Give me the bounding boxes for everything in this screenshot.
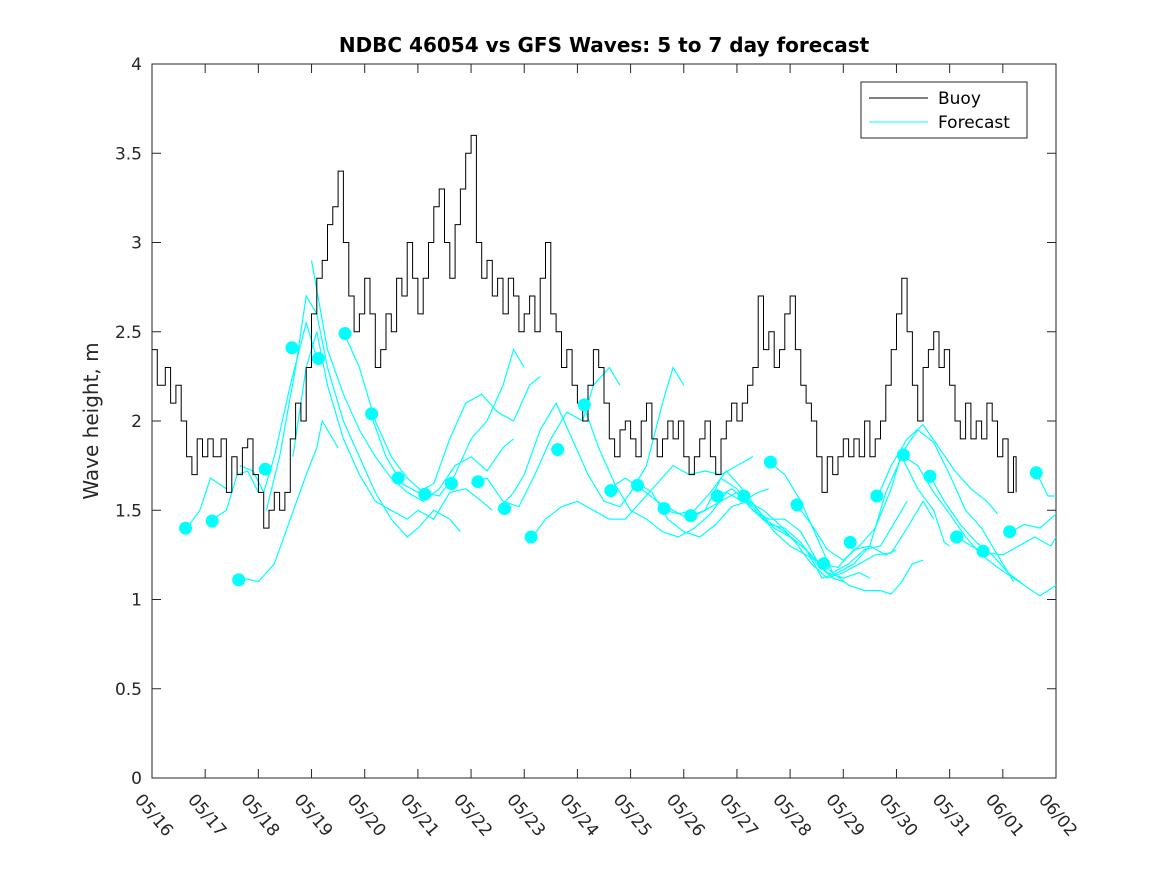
legend-buoy-label: Buoy	[938, 89, 981, 109]
y-tick-label: 1	[131, 591, 142, 611]
forecast-line	[904, 456, 1025, 586]
forecast-line	[665, 470, 897, 569]
forecast-marker	[1029, 466, 1043, 480]
forecast-marker	[471, 475, 485, 489]
forecast-marker	[604, 484, 618, 498]
forecast-line	[242, 419, 339, 583]
forecast-line	[470, 366, 621, 508]
forecast-marker	[817, 557, 831, 571]
forecast-marker	[950, 530, 964, 544]
legend-box	[860, 81, 1028, 139]
forecast-line	[292, 331, 493, 521]
forecast-marker	[418, 487, 432, 501]
forecast-marker	[710, 489, 724, 503]
forecast-marker	[577, 398, 591, 412]
forecast-marker	[311, 352, 325, 365]
forecast-marker	[763, 455, 777, 469]
forecast-marker	[684, 509, 698, 523]
forecast-line	[744, 455, 950, 579]
forecast-line	[1036, 474, 1056, 497]
forecast-marker	[205, 514, 219, 528]
forecast-marker	[631, 478, 644, 492]
y-axis-label: Wave height, m	[79, 342, 103, 499]
forecast-line	[877, 423, 998, 515]
y-tick-label: 2.5	[115, 323, 142, 343]
forecast-series	[186, 260, 1057, 597]
y-tick-label: 2	[131, 412, 142, 432]
legend-forecast-label: Forecast	[938, 113, 1010, 133]
forecast-marker	[976, 544, 990, 558]
legend: Buoy Forecast	[860, 81, 1028, 139]
forecast-marker	[391, 471, 405, 485]
forecast-marker	[338, 327, 352, 340]
forecast-marker	[657, 502, 671, 515]
y-tick-label: 0.5	[115, 680, 142, 700]
forecast-marker	[498, 502, 512, 515]
forecast-line	[691, 477, 908, 574]
forecast-line	[186, 477, 227, 529]
forecast-marker	[365, 407, 379, 421]
forecast-line	[930, 477, 1057, 597]
forecast-marker	[551, 443, 565, 457]
forecast-marker	[232, 573, 246, 587]
y-tick-label: 0	[131, 769, 142, 789]
forecast-marker	[444, 477, 458, 490]
forecast-marker	[1003, 525, 1017, 539]
chart-title: NDBC 46054 vs GFS Waves: 5 to 7 day fore…	[339, 33, 870, 57]
forecast-marker	[524, 530, 538, 544]
forecast-line	[771, 463, 924, 595]
buoy-series	[152, 134, 1017, 529]
forecast-line	[310, 260, 514, 503]
y-tick-label: 3.5	[115, 144, 142, 164]
forecast-marker	[896, 448, 910, 462]
forecast-line	[957, 536, 1057, 556]
forecast-line	[342, 331, 525, 497]
y-tick-label: 1.5	[115, 501, 142, 521]
forecast-marker	[923, 469, 937, 483]
forecast-markers	[179, 327, 1043, 587]
forecast-marker	[179, 521, 192, 535]
y-tick-label: 3	[131, 234, 142, 254]
forecast-marker	[285, 341, 299, 355]
forecast-marker	[737, 489, 751, 503]
forecast-line	[497, 366, 685, 511]
buoy-line	[152, 134, 1017, 529]
forecast-marker	[870, 489, 884, 503]
forecast-marker	[790, 498, 804, 512]
forecast-marker	[843, 535, 857, 549]
forecast-marker	[258, 462, 272, 476]
forecast-line	[1010, 513, 1057, 533]
y-tick-label: 4	[131, 55, 142, 75]
